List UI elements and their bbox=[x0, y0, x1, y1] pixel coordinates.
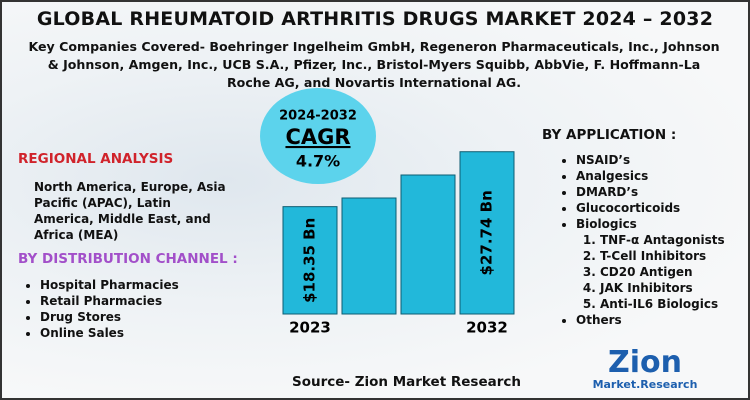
source: Source- Zion Market Research bbox=[292, 374, 521, 390]
logo: Zion Market.Research bbox=[580, 345, 710, 392]
cagr-value: 4.7% bbox=[296, 152, 340, 171]
list-item: Retail Pharmacies bbox=[40, 293, 179, 309]
list-item: Hospital Pharmacies bbox=[40, 277, 179, 293]
application-list: NSAID’sAnalgesicsDMARD’sGlucocorticoidsB… bbox=[558, 152, 725, 328]
sub-item: TNF-α Antagonists bbox=[600, 232, 725, 248]
cagr-badge bbox=[260, 88, 376, 184]
logo-name: Zion bbox=[607, 345, 682, 380]
list-item: Analgesics bbox=[576, 168, 725, 184]
year-label: 2032 bbox=[466, 319, 508, 337]
sub-item: T-Cell Inhibitors bbox=[600, 248, 725, 264]
bar-decor bbox=[400, 174, 456, 315]
list-item: DMARD’s bbox=[576, 184, 725, 200]
sub-item: JAK Inhibitors bbox=[600, 280, 725, 296]
year-label: 2023 bbox=[289, 319, 331, 337]
subtitle: Key Companies Covered- Boehringer Ingelh… bbox=[28, 39, 720, 90]
list-item: NSAID’s bbox=[576, 152, 725, 168]
distribution-title: BY DISTRIBUTION CHANNEL : bbox=[18, 251, 238, 267]
list-item: BiologicsTNF-α AntagonistsT-Cell Inhibit… bbox=[576, 216, 725, 312]
cagr-label: CAGR bbox=[285, 125, 350, 149]
bar-label: $27.74 Bn bbox=[478, 190, 496, 275]
distribution-list: Hospital PharmaciesRetail PharmaciesDrug… bbox=[22, 277, 179, 341]
regional-text: North America, Europe, Asia Pacific (APA… bbox=[34, 180, 226, 242]
list-item: Online Sales bbox=[40, 325, 179, 341]
sub-item: CD20 Antigen bbox=[600, 264, 725, 280]
sub-list: TNF-α AntagonistsT-Cell InhibitorsCD20 A… bbox=[576, 232, 725, 312]
logo-tagline: Market.Research bbox=[592, 378, 698, 391]
bar-label: $18.35 Bn bbox=[301, 218, 319, 303]
list-item: Others bbox=[576, 312, 725, 328]
application-title: BY APPLICATION : bbox=[542, 127, 677, 143]
bar-decor bbox=[341, 197, 397, 315]
list-item: Glucocorticoids bbox=[576, 200, 725, 216]
bar bbox=[459, 151, 515, 315]
title: GLOBAL RHEUMATOID ARTHRITIS DRUGS MARKET… bbox=[36, 8, 714, 30]
cagr-period: 2024-2032 bbox=[279, 109, 357, 124]
list-item: Drug Stores bbox=[40, 309, 179, 325]
sub-item: Anti-IL6 Biologics bbox=[600, 296, 725, 312]
bar bbox=[282, 206, 338, 315]
regional-title: REGIONAL ANALYSIS bbox=[18, 151, 174, 167]
